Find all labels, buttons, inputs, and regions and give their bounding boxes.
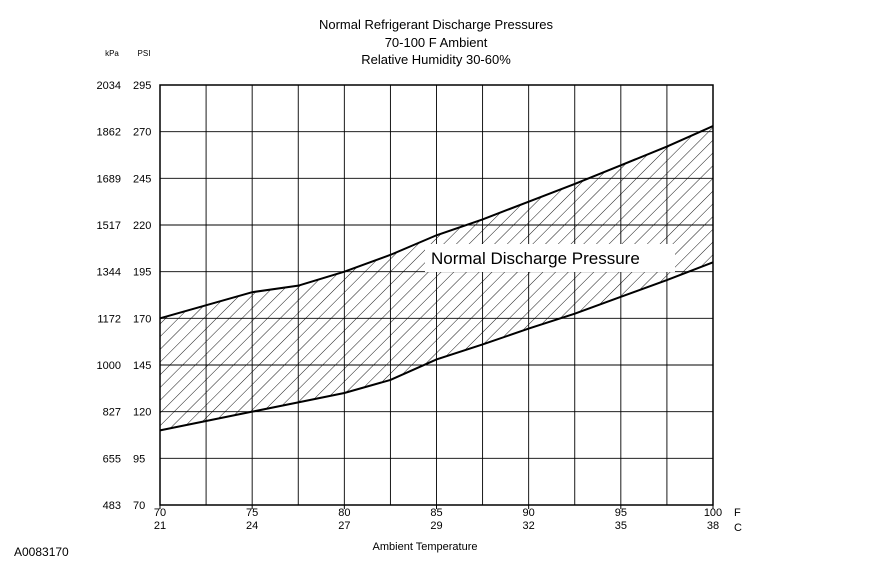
lower-limit-line: [159, 261, 714, 432]
upper-limit-line: [159, 125, 714, 320]
y-tick-label-psi: 295: [133, 80, 151, 92]
band-label: Normal Discharge Pressure: [431, 249, 640, 268]
y-tick-label-psi: 145: [133, 360, 151, 372]
x-tick-label-c: 24: [246, 520, 258, 532]
x-axis-label: Ambient Temperature: [373, 541, 478, 553]
y-tick-label-kpa: 1172: [97, 313, 121, 325]
chart-title-line-1: Normal Refrigerant Discharge Pressures: [319, 17, 554, 32]
y-tick-label-psi: 70: [133, 500, 145, 512]
normal-pressure-band: [159, 125, 714, 432]
y-tick-label-kpa: 483: [103, 500, 121, 512]
y-tick-label-kpa: 1689: [97, 173, 121, 185]
x-tick-label-f: 95: [615, 507, 627, 519]
y-tick-label-psi: 170: [133, 313, 151, 325]
y-tick-label-kpa: 1344: [97, 267, 121, 279]
y-tick-label-kpa: 1000: [97, 360, 121, 372]
x-tick-label-c: 32: [523, 520, 535, 532]
y-tick-label-kpa: 827: [103, 407, 121, 419]
band-hatch-fill: [160, 126, 713, 431]
chart-title-line-2: 70-100 F Ambient: [385, 35, 488, 50]
y-tick-label-psi: 220: [133, 220, 151, 232]
x-tick-label-f: 80: [338, 507, 350, 519]
x-tick-label-f: 85: [430, 507, 442, 519]
x-unit-f: F: [734, 507, 741, 519]
figure-id: A0083170: [14, 545, 69, 559]
x-unit-c: C: [734, 522, 742, 534]
y-unit-kpa: kPa: [105, 49, 119, 58]
y-unit-psi: PSI: [138, 49, 151, 58]
y-tick-label-psi: 95: [133, 453, 145, 465]
x-tick-label-f: 90: [523, 507, 535, 519]
y-tick-label-kpa: 655: [103, 453, 121, 465]
y-tick-label-psi: 245: [133, 173, 151, 185]
tick-labels: 483 70 655 95 827 120 1000 145 1172 170 1344 195 151…: [97, 80, 723, 532]
y-tick-label-kpa: 2034: [97, 80, 121, 92]
y-tick-label-psi: 270: [133, 127, 151, 139]
x-tick-label-f: 70: [154, 507, 166, 519]
x-tick-label-f: 100: [704, 507, 722, 519]
y-tick-label-kpa: 1862: [97, 127, 121, 139]
x-tick-label-c: 35: [615, 520, 627, 532]
band-label-background: [425, 244, 675, 272]
x-tick-label-c: 27: [338, 520, 350, 532]
x-tick-label-c: 21: [154, 520, 166, 532]
y-tick-label-psi: 195: [133, 267, 151, 279]
y-tick-label-psi: 120: [133, 407, 151, 419]
axes: [159, 84, 714, 509]
chart-title-line-3: Relative Humidity 30-60%: [361, 52, 511, 67]
x-tick-label-f: 75: [246, 507, 258, 519]
x-tick-label-c: 38: [707, 520, 719, 532]
y-tick-label-kpa: 1517: [97, 220, 121, 232]
x-tick-label-c: 29: [430, 520, 442, 532]
